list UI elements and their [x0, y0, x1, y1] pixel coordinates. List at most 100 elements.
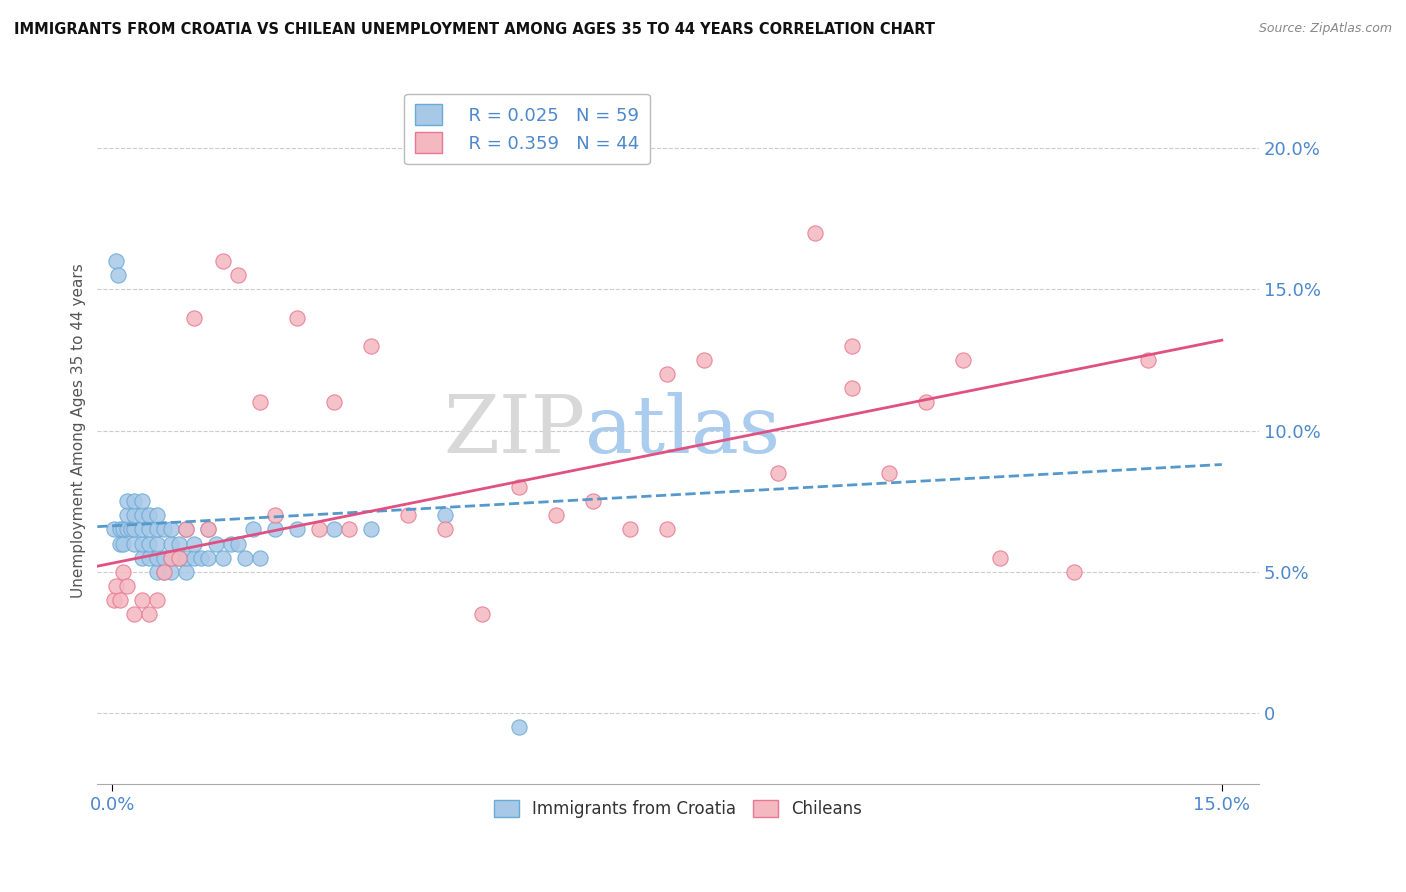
Point: [153, 523, 176, 537]
Point: [112, 523, 135, 537]
Point: [988, 550, 1011, 565]
Point: [249, 395, 271, 409]
Point: [285, 523, 308, 537]
Point: [264, 523, 287, 537]
Point: [108, 593, 131, 607]
Point: [115, 508, 138, 523]
Point: [396, 508, 419, 523]
Point: [841, 381, 863, 395]
Point: [153, 565, 176, 579]
Point: [434, 523, 457, 537]
Point: [160, 550, 183, 565]
Text: IMMIGRANTS FROM CROATIA VS CHILEAN UNEMPLOYMENT AMONG AGES 35 TO 44 YEARS CORREL: IMMIGRANTS FROM CROATIA VS CHILEAN UNEMP…: [14, 22, 935, 37]
Point: [204, 536, 226, 550]
Point: [153, 565, 176, 579]
Point: [197, 550, 219, 565]
Point: [138, 508, 160, 523]
Point: [693, 353, 716, 368]
Point: [174, 550, 197, 565]
Point: [124, 536, 146, 550]
Point: [112, 536, 135, 550]
Legend: Immigrants from Croatia, Chileans: Immigrants from Croatia, Chileans: [488, 793, 869, 825]
Point: [337, 523, 360, 537]
Point: [138, 523, 160, 537]
Point: [124, 523, 146, 537]
Point: [544, 508, 567, 523]
Text: ZIP: ZIP: [443, 392, 585, 469]
Point: [212, 550, 235, 565]
Point: [508, 720, 530, 734]
Point: [877, 466, 900, 480]
Point: [145, 536, 167, 550]
Point: [219, 536, 242, 550]
Point: [115, 494, 138, 508]
Y-axis label: Unemployment Among Ages 35 to 44 years: Unemployment Among Ages 35 to 44 years: [72, 263, 86, 598]
Point: [508, 480, 530, 494]
Point: [183, 550, 205, 565]
Point: [108, 523, 131, 537]
Point: [249, 550, 271, 565]
Point: [167, 550, 190, 565]
Point: [174, 523, 197, 537]
Point: [131, 523, 153, 537]
Point: [112, 565, 135, 579]
Point: [804, 226, 827, 240]
Point: [242, 523, 264, 537]
Point: [138, 607, 160, 622]
Point: [434, 508, 457, 523]
Point: [145, 508, 167, 523]
Point: [108, 536, 131, 550]
Point: [104, 254, 127, 268]
Point: [115, 523, 138, 537]
Point: [766, 466, 789, 480]
Point: [183, 310, 205, 325]
Point: [131, 508, 153, 523]
Point: [153, 550, 176, 565]
Point: [471, 607, 494, 622]
Point: [131, 536, 153, 550]
Point: [1063, 565, 1085, 579]
Point: [160, 536, 183, 550]
Point: [145, 550, 167, 565]
Point: [841, 339, 863, 353]
Point: [1136, 353, 1159, 368]
Point: [160, 565, 183, 579]
Point: [131, 550, 153, 565]
Point: [197, 523, 219, 537]
Point: [167, 536, 190, 550]
Point: [233, 550, 256, 565]
Point: [323, 395, 346, 409]
Point: [285, 310, 308, 325]
Point: [197, 523, 219, 537]
Point: [174, 523, 197, 537]
Point: [124, 508, 146, 523]
Point: [160, 550, 183, 565]
Point: [655, 523, 678, 537]
Text: atlas: atlas: [585, 392, 780, 469]
Point: [360, 523, 382, 537]
Point: [655, 367, 678, 381]
Point: [138, 550, 160, 565]
Point: [145, 523, 167, 537]
Point: [131, 494, 153, 508]
Point: [145, 565, 167, 579]
Point: [360, 339, 382, 353]
Point: [160, 523, 183, 537]
Point: [619, 523, 641, 537]
Point: [138, 536, 160, 550]
Point: [115, 579, 138, 593]
Point: [104, 579, 127, 593]
Point: [323, 523, 346, 537]
Point: [107, 268, 129, 283]
Point: [226, 268, 249, 283]
Point: [103, 593, 125, 607]
Point: [174, 565, 197, 579]
Text: Source: ZipAtlas.com: Source: ZipAtlas.com: [1258, 22, 1392, 36]
Point: [167, 550, 190, 565]
Point: [124, 607, 146, 622]
Point: [131, 593, 153, 607]
Point: [120, 523, 142, 537]
Point: [124, 494, 146, 508]
Point: [915, 395, 938, 409]
Point: [190, 550, 212, 565]
